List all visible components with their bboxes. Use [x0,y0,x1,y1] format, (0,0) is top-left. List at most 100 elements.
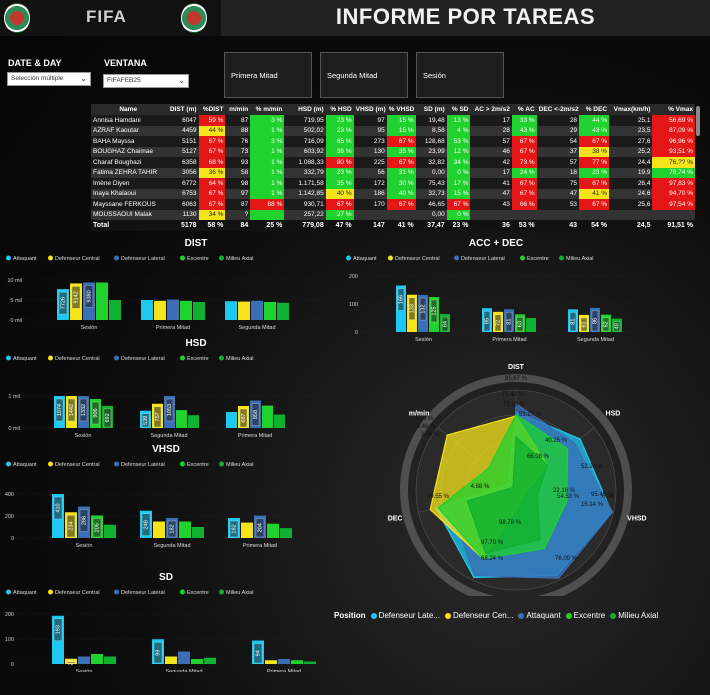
radar-legend-item[interactable]: Excentre [573,611,606,620]
bar[interactable] [109,300,121,320]
table-cell: 1 % [250,125,285,136]
column-header[interactable]: AC > 2m/s2 [470,104,512,115]
bar[interactable] [264,302,276,320]
bar[interactable] [226,412,237,428]
column-header[interactable]: % DEC [579,104,610,115]
bar[interactable] [304,661,316,665]
y-tick-label: 0 mil [10,318,22,324]
bar[interactable] [192,527,204,538]
radar-legend-item[interactable]: Defenseur Cen... [452,611,514,620]
table-row[interactable]: Charaf Boughazi 6358 68 % 93 1 % 1.088,33 80 %… [91,157,695,168]
data-label-box [66,515,76,538]
table-row[interactable]: Annisa Hamdani 6047 59 % 87 3 % 719,95 23 % 97 1… [91,115,695,126]
column-header[interactable]: % SD [446,104,471,115]
column-header[interactable]: % m/min [250,104,285,115]
bar[interactable] [91,654,103,664]
bar[interactable] [265,660,277,664]
bar[interactable] [267,523,279,538]
data-label: 72 [495,320,501,326]
bar[interactable] [526,318,536,332]
radar-point-label: 53.27 % [519,412,542,418]
radar-legend-item[interactable]: Milieu Axial [618,611,659,620]
bar[interactable] [204,657,216,664]
bar[interactable] [180,300,192,320]
radar-point-label: 95.45 % [591,492,614,498]
date-filter-label: DATE & DAY [8,58,62,68]
bar[interactable] [153,521,165,539]
bar[interactable] [225,301,237,320]
column-header[interactable]: Vmax(km/h) [609,104,653,115]
table-row[interactable]: BOUGHAZ Chaimae 5127 67 % 73 1 % 603,92 36 % 13… [91,146,695,157]
x-category-label: Sesión [75,433,92,439]
column-header[interactable]: %DIST [198,104,226,115]
bar[interactable] [104,524,116,538]
bar[interactable] [277,302,289,320]
x-category-label: Sesión [76,543,93,549]
column-header[interactable]: % VHSD [386,104,416,115]
legend-dot [219,355,224,361]
bar[interactable] [176,410,187,428]
data-label-box [229,520,239,538]
column-header[interactable]: % HSD [325,104,354,115]
bar[interactable] [141,300,153,320]
table-row[interactable]: AZRAF Kaoutar 4459 44 % 88 1 % 502,02 23 % 95 15… [91,125,695,136]
bar[interactable] [291,660,303,664]
table-cell: 1 % [250,157,285,168]
bar[interactable] [65,658,77,664]
radar-series[interactable] [466,435,548,554]
bar[interactable] [251,300,263,320]
table-cell: 6772 [165,178,199,189]
bar[interactable] [274,414,285,428]
bar[interactable] [278,659,290,664]
date-filter-dropdown[interactable]: Selección múltiple ⌄ [7,72,91,86]
bar[interactable] [167,299,179,320]
bar[interactable] [241,522,253,538]
second-half-button[interactable]: Segunda Mitad [320,52,408,98]
total-cell: 43 [536,220,580,231]
bar[interactable] [188,415,199,428]
column-header[interactable]: Name [91,104,166,115]
bar[interactable] [238,301,250,320]
bar[interactable] [262,405,273,428]
column-header[interactable]: SD (m) [415,104,447,115]
bar[interactable] [104,656,116,665]
dist-chart: DIST Attaquant Defenseur Central Defenseur … [6,238,320,331]
table-row[interactable]: Fatima ZEHRA TAHIR 3056 36 % 58 1 % 332,79 23 … [91,167,695,178]
table-cell: 43 % [579,125,610,136]
session-button[interactable]: Sesión [416,52,504,98]
bar[interactable] [280,528,292,538]
column-header[interactable]: m/min [225,104,251,115]
bar[interactable] [96,282,108,320]
bar[interactable] [178,651,190,665]
bar[interactable] [78,656,90,665]
table-cell: 35 % [325,178,354,189]
column-header[interactable]: DEC <-2m/s2 [536,104,580,115]
window-filter-dropdown[interactable]: FIFAFEB25 ⌄ [103,74,189,88]
stats-table-container[interactable]: Name DIST (m) %DIST m/min% m/min HSD (m)% HS… [91,104,695,231]
column-header[interactable]: VHSD (m) [353,104,387,115]
first-half-button[interactable]: Primera Mitad [224,52,312,98]
table-row[interactable]: MOUSSAOUI Malak 1130 34 %? 257,22 27 % 0,00 0 … [91,209,695,220]
table-row[interactable]: BAHA Mayssa 5151 67 % 76 3 % 716,09 65 % 273 67 … [91,136,695,147]
legend-dot [610,612,617,619]
column-header[interactable]: % AC [511,104,537,115]
bar[interactable] [191,659,203,664]
table-total-row: Total 5178 58 % 84 25 % 779,08 47 % 147 41 % 37,4… [91,220,695,231]
table-row[interactable]: Mayssane FERKOUS 6063 67 % 87 88 % 930,71 67 %… [91,199,695,210]
data-label-box [141,413,150,428]
table-row[interactable]: Imène Diyen 6772 64 % 98 1 % 1.171,58 35 % 172 3… [91,178,695,189]
data-label: 99 [155,650,161,656]
column-header[interactable]: HSD (m) [284,104,326,115]
bar[interactable] [179,521,191,539]
bar[interactable] [165,656,177,665]
table-row[interactable]: Inaya Khalaoui 6753 67 % 97 1 % 1.142,85 40 % 1… [91,188,695,199]
radar-legend-item[interactable]: Attaquant [526,611,561,620]
table-scrollbar[interactable] [696,106,700,136]
bar[interactable] [154,300,166,320]
bar[interactable] [193,302,205,320]
total-cell: 37,47 [415,220,447,231]
column-header[interactable]: DIST (m) [165,104,199,115]
radar-legend-item[interactable]: Defenseur Late... [378,611,440,620]
total-cell: 47 % [325,220,354,231]
column-header[interactable]: % Vmax [652,104,695,115]
